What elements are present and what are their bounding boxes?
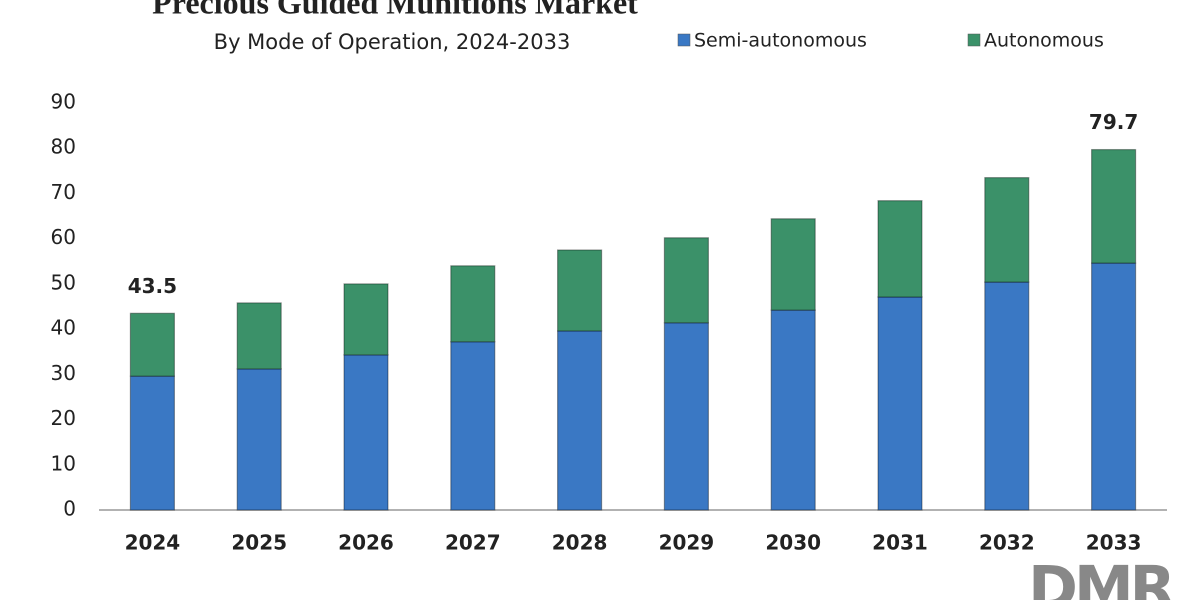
legend-label: Semi-autonomous — [694, 30, 867, 52]
bar-segment — [556, 249, 603, 332]
legend-swatch — [677, 33, 691, 47]
total-label: 43.5 — [128, 274, 177, 298]
legend-label: Autonomous — [984, 30, 1104, 52]
bar-segment — [556, 330, 603, 511]
y-tick-label: 80 — [51, 135, 76, 159]
x-tick-label: 2030 — [765, 531, 821, 555]
y-tick-label: 10 — [51, 451, 76, 475]
x-tick-label: 2028 — [552, 531, 608, 555]
y-tick-label: 70 — [51, 180, 76, 204]
y-tick-label: 60 — [51, 225, 76, 249]
x-tick-label: 2029 — [659, 531, 715, 555]
chart-subtitle: By Mode of Operation, 2024-2033 — [214, 30, 571, 54]
legend-swatch — [967, 33, 981, 47]
x-tick-label: 2033 — [1086, 531, 1142, 555]
bar-segment — [236, 302, 282, 370]
bar-segment — [343, 354, 389, 511]
bar-segment — [770, 309, 816, 511]
bar-segment — [450, 341, 496, 511]
y-tick-label: 40 — [51, 316, 76, 340]
bar-segment — [129, 375, 175, 511]
bar-segment — [877, 296, 923, 511]
bar-segment — [663, 322, 710, 511]
y-tick-label: 0 — [63, 497, 76, 521]
logo: DMR — [1028, 554, 1175, 600]
y-tick-label: 20 — [51, 406, 76, 430]
x-tick-label: 2026 — [338, 531, 394, 555]
bar-segment — [877, 200, 923, 298]
x-tick-label: 2024 — [125, 531, 181, 555]
total-label: 79.7 — [1089, 110, 1138, 134]
bar-segment — [1090, 148, 1137, 264]
chart-title: Precious Guided Munitions Market — [152, 0, 638, 20]
x-tick-label: 2032 — [979, 531, 1035, 555]
y-tick-label: 30 — [51, 361, 76, 385]
bar-segment — [1090, 262, 1137, 511]
y-tick-label: 90 — [51, 90, 76, 114]
x-tick-label: 2031 — [872, 531, 928, 555]
bar-segment — [984, 281, 1030, 511]
bar-segment — [343, 283, 389, 356]
bar-segment — [663, 237, 710, 324]
bar-segment — [236, 368, 282, 511]
bar-segment — [984, 177, 1030, 283]
bar-segment — [129, 312, 175, 377]
x-tick-label: 2027 — [445, 531, 501, 555]
y-tick-label: 50 — [51, 270, 76, 294]
x-tick-label: 2025 — [231, 531, 287, 555]
bar-segment — [450, 265, 496, 343]
bar-segment — [770, 218, 816, 311]
